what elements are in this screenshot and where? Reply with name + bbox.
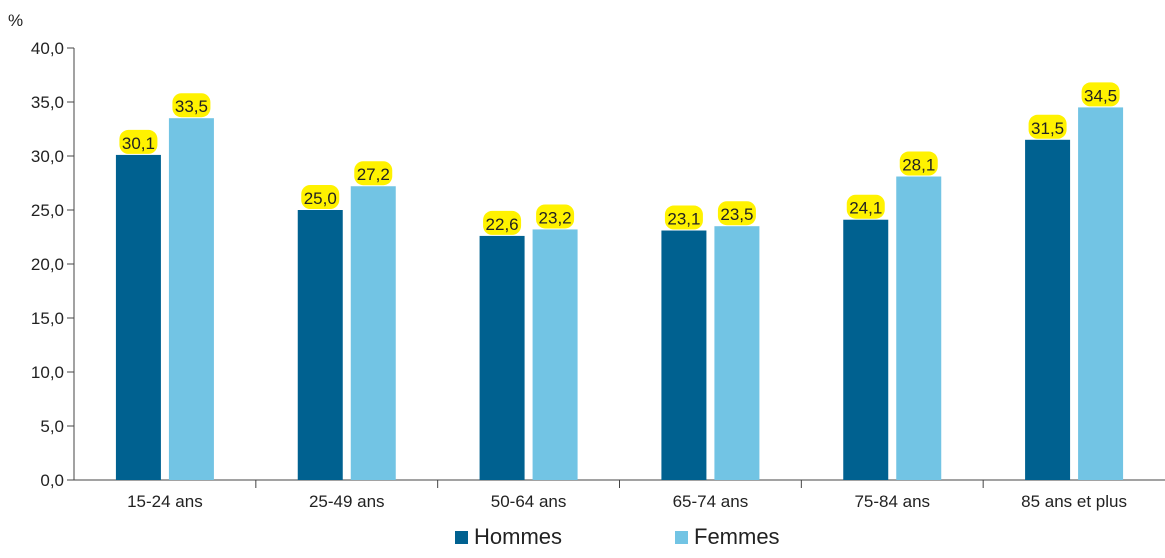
data-label-highlight — [1081, 82, 1120, 107]
data-label-highlight — [664, 205, 703, 230]
data-label-highlight — [846, 194, 885, 219]
data-label: 34,5 — [1084, 86, 1117, 105]
bar-hommes — [297, 210, 343, 480]
data-label-highlight — [301, 185, 340, 209]
y-tick-label: 20,0 — [31, 255, 64, 274]
bar-femmes — [1078, 107, 1124, 481]
bar-femmes — [168, 118, 214, 480]
bar-femmes — [532, 229, 578, 480]
data-label-highlight — [1028, 114, 1067, 139]
bars — [115, 107, 1124, 481]
y-tick-label: 25,0 — [31, 201, 64, 220]
bar-hommes — [1025, 139, 1071, 481]
data-label-highlight — [354, 161, 393, 186]
data-label-highlight — [483, 210, 522, 235]
data-label-highlight — [536, 204, 575, 229]
data-label: 23,2 — [539, 208, 572, 227]
data-label: 24,1 — [849, 199, 882, 218]
data-label: 30,1 — [122, 134, 155, 153]
data-label: 33,5 — [175, 97, 208, 116]
x-category-label: 50-64 ans — [491, 492, 567, 511]
bar-femmes — [714, 226, 760, 480]
y-tick-label: 15,0 — [31, 309, 64, 328]
legend-swatch-hommes — [455, 531, 468, 544]
axes: 0,0 5,0 10,0 15,0 20,0 25,0 30,0 35,0 40,0 15-24 … — [31, 39, 1165, 511]
data-label: 31,5 — [1031, 119, 1064, 138]
bar-femmes — [896, 176, 942, 480]
bar-femmes — [350, 186, 396, 481]
data-label: 23,5 — [720, 205, 753, 224]
data-label: 23,1 — [667, 210, 700, 229]
x-category-label: 15-24 ans — [127, 492, 203, 511]
y-tick-label: 30,0 — [31, 147, 64, 166]
y-axis-unit-label: % — [8, 11, 23, 30]
x-category-label: 75-84 ans — [854, 492, 930, 511]
data-label-highlight — [172, 93, 211, 118]
data-label-highlight — [717, 201, 756, 226]
data-label-highlight — [119, 129, 158, 154]
data-labels: 30,1 33,5 25,0 27,2 22,6 23,2 23,1 23,5 24,1 28,1… — [119, 82, 1120, 235]
y-tick-label: 35,0 — [31, 93, 64, 112]
x-category-label: 85 ans et plus — [1021, 492, 1127, 511]
x-category-label: 25-49 ans — [309, 492, 385, 511]
y-tick-label: 10,0 — [31, 363, 64, 382]
bar-hommes — [115, 154, 161, 481]
y-tick-label: 40,0 — [31, 39, 64, 58]
data-label: 28,1 — [902, 156, 935, 175]
bar-hommes — [479, 235, 525, 480]
data-label: 25,0 — [304, 189, 337, 208]
data-label: 22,6 — [486, 215, 519, 234]
legend-swatch-femmes — [675, 531, 688, 544]
bar-hommes — [661, 230, 707, 480]
data-label: 27,2 — [357, 165, 390, 184]
y-tick-label: 5,0 — [40, 417, 64, 436]
data-label-highlight — [899, 151, 938, 176]
legend: Hommes Femmes — [455, 524, 780, 549]
bar-hommes — [843, 219, 889, 480]
x-category-label: 65-74 ans — [673, 492, 749, 511]
legend-label-hommes: Hommes — [474, 524, 562, 549]
legend-label-femmes: Femmes — [694, 524, 780, 549]
y-tick-label: 0,0 — [40, 471, 64, 490]
